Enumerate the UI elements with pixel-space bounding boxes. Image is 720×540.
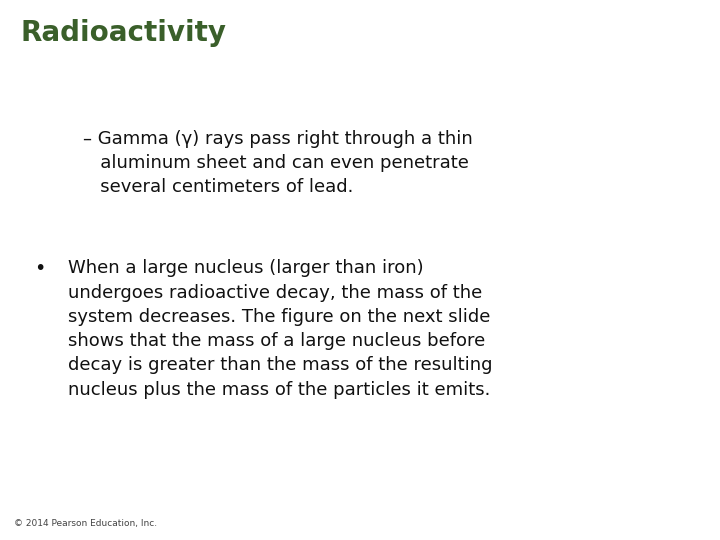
Text: When a large nucleus (larger than iron)
undergoes radioactive decay, the mass of: When a large nucleus (larger than iron) … [68, 259, 493, 399]
Text: © 2014 Pearson Education, Inc.: © 2014 Pearson Education, Inc. [14, 519, 158, 528]
Text: Radioactivity: Radioactivity [20, 19, 226, 47]
Text: – Gamma (γ) rays pass right through a thin
   aluminum sheet and can even penetr: – Gamma (γ) rays pass right through a th… [83, 130, 472, 196]
Text: •: • [35, 259, 46, 278]
